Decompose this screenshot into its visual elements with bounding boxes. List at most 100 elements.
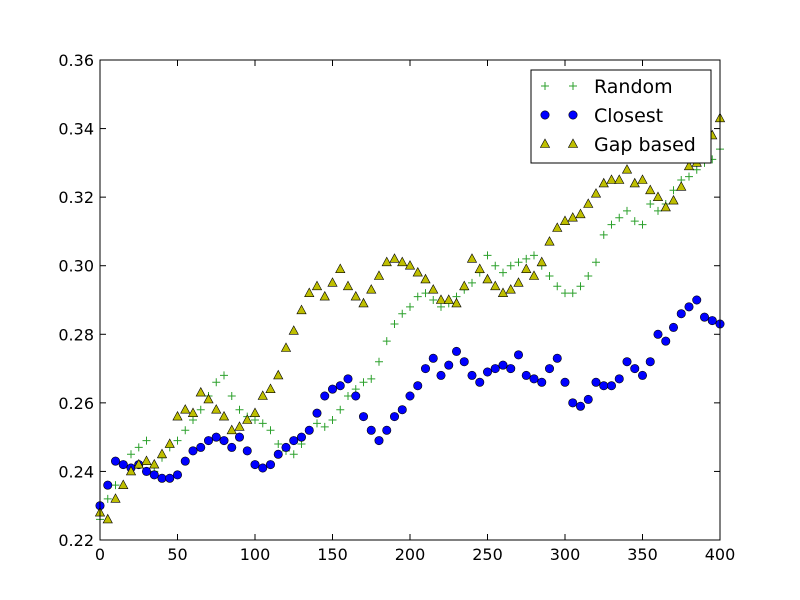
point-gap-based: [203, 393, 214, 404]
point-closest: [118, 460, 128, 470]
point-gap-based: [490, 280, 501, 291]
point-closest: [475, 377, 485, 387]
point-gap-based: [389, 253, 400, 263]
point-closest: [389, 412, 399, 422]
point-closest: [692, 295, 702, 305]
x-tick-label: 100: [240, 545, 271, 564]
point-gap-based: [358, 297, 369, 308]
point-closest: [335, 381, 345, 391]
legend-box: [530, 69, 712, 164]
point-random: [390, 320, 399, 328]
point-random: [669, 186, 678, 195]
point-random: [429, 296, 438, 304]
point-gap-based: [559, 215, 571, 225]
point-random: [607, 220, 616, 229]
y-tick-label: 0.24: [58, 462, 94, 481]
point-closest: [397, 405, 407, 415]
point-gap-based: [242, 414, 253, 424]
data-points: [94, 112, 726, 524]
point-closest: [630, 364, 640, 374]
point-random: [189, 416, 197, 424]
y-tick-label: 0.30: [58, 257, 94, 276]
point-gap-based: [149, 458, 160, 469]
x-tick-label: 0: [95, 545, 105, 564]
point-gap-based: [683, 160, 695, 171]
point-closest: [552, 353, 562, 363]
point-closest: [382, 425, 392, 435]
point-random: [615, 213, 624, 222]
point-gap-based: [660, 201, 671, 212]
point-closest: [211, 432, 221, 442]
point-random: [258, 419, 267, 428]
point-gap-based: [544, 236, 555, 246]
point-gap-based: [381, 256, 392, 267]
point-random: [375, 357, 383, 366]
point-gap-based: [273, 369, 284, 380]
legend-entry-gap-based: Gap based: [539, 134, 696, 156]
legend-label: Gap based: [594, 134, 696, 156]
legend: Random Closest Gap based: [530, 69, 712, 164]
point-gap-based: [342, 280, 354, 291]
point-closest: [668, 322, 678, 332]
point-closest: [676, 309, 686, 319]
point-random: [522, 254, 531, 263]
point-closest: [327, 384, 337, 394]
point-closest: [707, 316, 717, 326]
point-random: [142, 436, 151, 445]
x-tick-label: 350: [627, 545, 658, 564]
point-random: [654, 206, 662, 215]
point-gap-based: [234, 421, 245, 431]
point-gap-based: [590, 188, 602, 198]
point-gap-based: [606, 174, 617, 184]
y-tick-label: 0.32: [58, 188, 94, 207]
point-closest: [111, 456, 121, 466]
point-gap-based: [420, 273, 431, 284]
point-random: [692, 165, 701, 174]
legend-entry-closest: Closest: [540, 105, 663, 127]
point-gap-based: [366, 284, 377, 294]
point-random: [530, 251, 538, 260]
point-gap-based: [304, 287, 315, 297]
point-gap-based: [412, 266, 423, 277]
point-gap-based: [528, 270, 540, 280]
series-random: [96, 145, 724, 524]
point-random: [437, 302, 445, 311]
point-gap-based: [428, 284, 439, 294]
point-closest: [529, 374, 539, 384]
series-closest: [95, 295, 725, 511]
point-random: [266, 426, 275, 435]
point-random: [111, 481, 120, 490]
point-random: [127, 450, 135, 459]
point-closest: [537, 377, 547, 387]
point-random: [483, 251, 492, 260]
point-random: [623, 206, 631, 215]
point-gap-based: [118, 479, 129, 489]
point-closest: [451, 346, 461, 356]
point-closest: [583, 394, 593, 404]
y-tick-label: 0.26: [58, 394, 94, 413]
point-closest: [684, 302, 694, 312]
point-random: [499, 268, 507, 277]
point-closest: [599, 381, 609, 391]
point-random: [592, 258, 600, 267]
point-gap-based: [335, 263, 346, 273]
point-closest: [204, 436, 214, 446]
axes: 0 50 100 150 200 250 300 350 400 0.22 0.24 0.26 0.28…: [58, 51, 735, 564]
point-gap-based: [645, 184, 656, 195]
point-closest: [459, 357, 469, 367]
point-gap-based: [629, 177, 640, 188]
point-gap-based: [187, 407, 199, 417]
point-closest: [653, 329, 663, 339]
point-random: [212, 378, 221, 387]
point-gap-based: [311, 280, 323, 291]
point-gap-based: [466, 253, 478, 263]
point-closest: [219, 436, 229, 446]
point-gap-based: [172, 410, 183, 421]
point-gap-based: [676, 181, 687, 191]
point-random: [514, 258, 523, 267]
x-tick-label: 300: [550, 545, 581, 564]
point-random: [328, 416, 337, 424]
point-random: [421, 289, 430, 298]
point-closest: [544, 364, 554, 374]
point-closest: [467, 370, 477, 380]
